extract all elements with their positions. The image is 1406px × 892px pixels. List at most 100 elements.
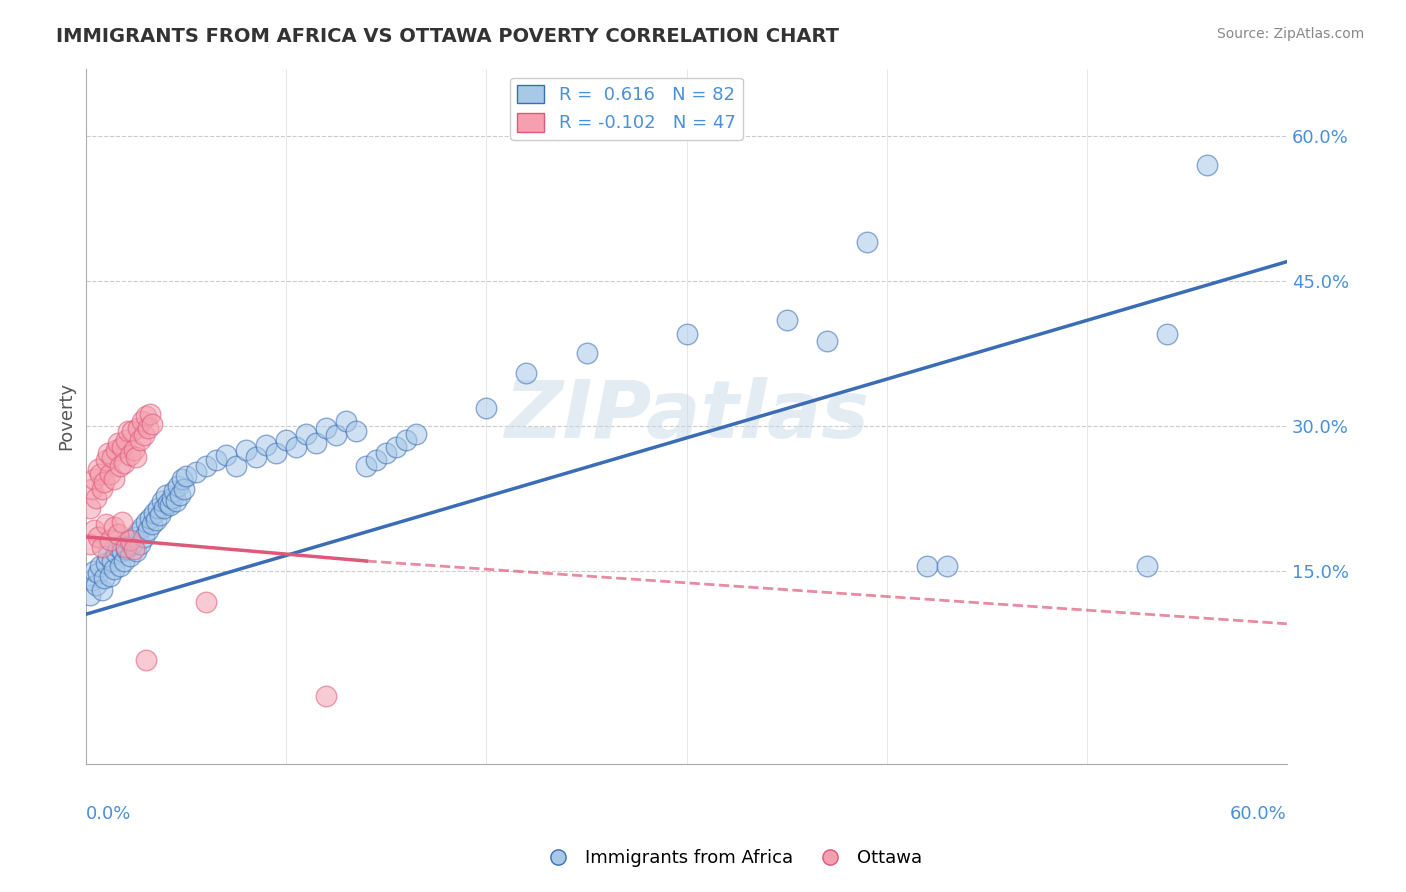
- Point: [89, 467, 111, 482]
- Point: [195, 594, 218, 608]
- Point: [139, 510, 162, 524]
- Point: [87, 566, 110, 580]
- Point: [266, 446, 288, 460]
- Point: [91, 582, 114, 597]
- Point: [385, 440, 408, 454]
- Point: [150, 494, 173, 508]
- Point: [103, 520, 125, 534]
- Point: [141, 517, 163, 532]
- Point: [167, 479, 190, 493]
- Point: [395, 434, 418, 448]
- Point: [245, 450, 267, 464]
- Point: [157, 496, 180, 510]
- Point: [83, 523, 105, 537]
- Point: [141, 417, 163, 431]
- Point: [276, 434, 298, 448]
- Point: [305, 436, 328, 450]
- Point: [103, 472, 125, 486]
- Point: [107, 540, 129, 554]
- Point: [127, 524, 149, 539]
- Point: [117, 424, 139, 438]
- Point: [101, 554, 124, 568]
- Point: [120, 549, 142, 564]
- Point: [105, 442, 128, 457]
- Point: [107, 527, 129, 541]
- Point: [124, 442, 146, 457]
- Text: 0.0%: 0.0%: [86, 805, 132, 823]
- Point: [148, 500, 170, 515]
- Point: [405, 426, 427, 441]
- Text: IMMIGRANTS FROM AFRICA VS OTTAWA POVERTY CORRELATION CHART: IMMIGRANTS FROM AFRICA VS OTTAWA POVERTY…: [56, 27, 839, 45]
- Text: 60.0%: 60.0%: [1230, 805, 1286, 823]
- Y-axis label: Poverty: Poverty: [58, 382, 75, 450]
- Point: [82, 574, 104, 588]
- Point: [135, 516, 157, 530]
- Point: [205, 452, 228, 467]
- Point: [83, 472, 105, 486]
- Point: [97, 446, 120, 460]
- Point: [131, 414, 153, 428]
- Point: [117, 533, 139, 547]
- Point: [325, 428, 347, 442]
- Point: [295, 426, 318, 441]
- Point: [935, 558, 957, 573]
- Point: [127, 421, 149, 435]
- Point: [110, 459, 132, 474]
- Legend: R =  0.616   N = 82, R = -0.102   N = 47: R = 0.616 N = 82, R = -0.102 N = 47: [510, 78, 742, 140]
- Point: [815, 334, 838, 348]
- Point: [159, 498, 181, 512]
- Point: [195, 459, 218, 474]
- Point: [315, 690, 337, 704]
- Point: [1195, 158, 1218, 172]
- Point: [855, 235, 877, 250]
- Point: [162, 491, 184, 506]
- Point: [124, 542, 146, 557]
- Point: [110, 558, 132, 573]
- Point: [129, 536, 152, 550]
- Point: [98, 533, 121, 547]
- Point: [115, 434, 138, 448]
- Point: [120, 448, 142, 462]
- Point: [173, 482, 195, 496]
- Point: [135, 409, 157, 424]
- Point: [285, 440, 308, 454]
- Point: [475, 401, 498, 416]
- Point: [155, 488, 177, 502]
- Point: [84, 578, 107, 592]
- Point: [515, 366, 537, 380]
- Point: [121, 536, 143, 550]
- Point: [1156, 327, 1178, 342]
- Point: [107, 436, 129, 450]
- Point: [139, 407, 162, 421]
- Point: [136, 523, 159, 537]
- Point: [356, 459, 378, 474]
- Point: [235, 442, 257, 457]
- Point: [96, 452, 118, 467]
- Point: [131, 520, 153, 534]
- Point: [121, 424, 143, 438]
- Point: [1136, 558, 1159, 573]
- Point: [79, 536, 101, 550]
- Point: [84, 491, 107, 506]
- Point: [136, 421, 159, 435]
- Point: [111, 516, 134, 530]
- Point: [120, 533, 142, 547]
- Point: [96, 556, 118, 570]
- Point: [125, 544, 148, 558]
- Point: [186, 465, 208, 479]
- Point: [83, 564, 105, 578]
- Point: [97, 549, 120, 564]
- Point: [112, 456, 135, 470]
- Point: [145, 513, 167, 527]
- Point: [335, 414, 357, 428]
- Point: [344, 424, 367, 438]
- Point: [98, 568, 121, 582]
- Point: [366, 452, 388, 467]
- Point: [129, 434, 152, 448]
- Point: [103, 562, 125, 576]
- Point: [165, 494, 187, 508]
- Point: [79, 500, 101, 515]
- Point: [153, 500, 176, 515]
- Point: [93, 571, 115, 585]
- Point: [143, 506, 166, 520]
